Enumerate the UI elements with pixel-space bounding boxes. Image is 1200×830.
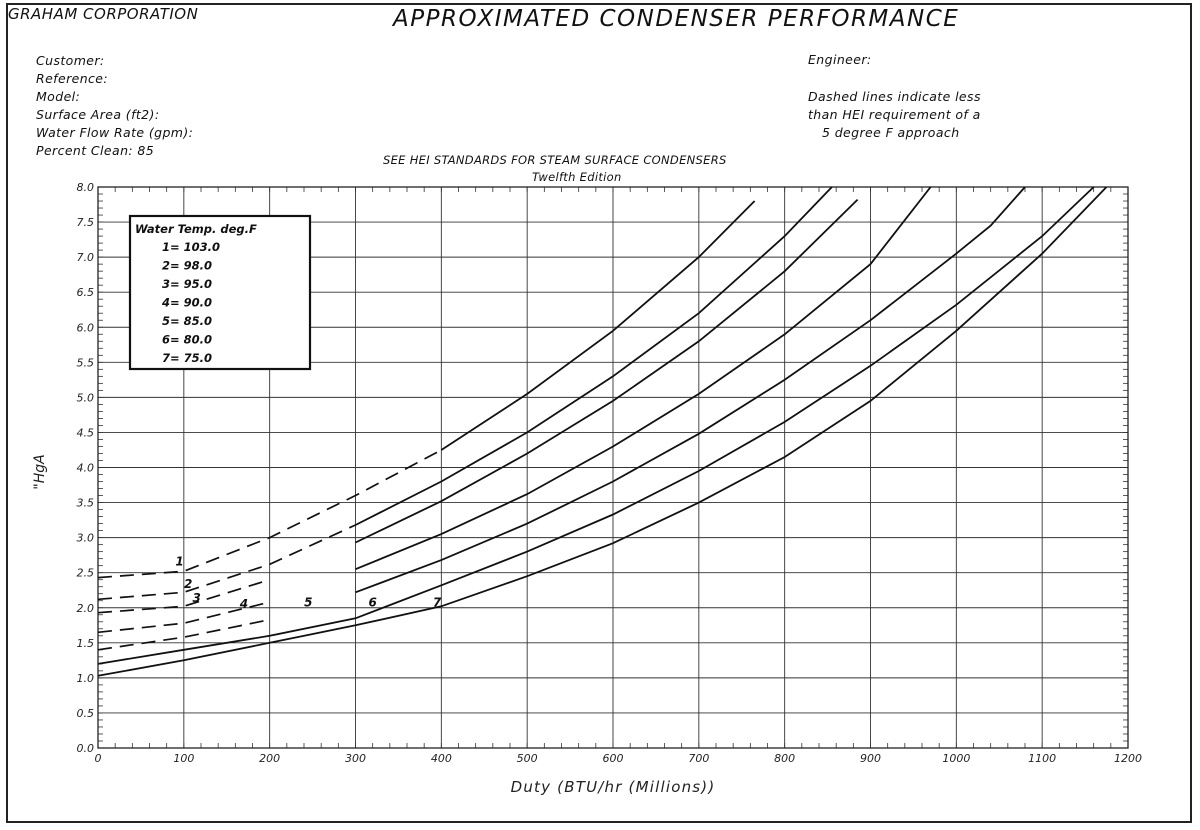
curve-label-3: 3	[193, 591, 201, 605]
series-1-dashed-line	[97, 449, 442, 579]
series-4-dashed-line	[97, 601, 270, 634]
y-tick-label: 1.5	[77, 637, 95, 650]
x-tick-label: 500	[517, 752, 538, 765]
series-1-line	[440, 200, 756, 451]
x-tick-label: 700	[688, 752, 709, 765]
curve-label-5: 5	[304, 595, 312, 609]
series-4-line	[355, 186, 932, 571]
reference-field: Reference:	[36, 71, 108, 86]
x-tick-label: 600	[603, 752, 624, 765]
y-tick-label: 2.5	[77, 567, 95, 580]
legend-entry: 3= 95.0	[162, 277, 212, 291]
x-tick-label: 1000	[942, 752, 970, 765]
hei-edition: Twelfth Edition	[532, 170, 622, 184]
customer-info-block: Customer: Reference: Model: Surface Area…	[36, 52, 193, 160]
legend-entry: 1= 103.0	[162, 240, 220, 254]
curve-label-4: 4	[239, 597, 248, 611]
curve-label-6: 6	[368, 595, 376, 609]
legend-entry: 7= 75.0	[162, 351, 212, 365]
surface-area-field: Surface Area (ft2):	[36, 107, 160, 122]
y-axis-label: "HgA	[32, 454, 48, 489]
customer-field: Customer:	[36, 53, 105, 68]
y-tick-label: 5.0	[77, 391, 95, 404]
model-field: Model:	[36, 89, 81, 104]
x-tick-label: 200	[259, 752, 280, 765]
legend-entry: 5= 85.0	[162, 314, 212, 328]
y-tick-label: 5.5	[77, 356, 95, 369]
x-tick-label: 0	[95, 752, 102, 765]
dashed-line-note: Dashed lines indicate less than HEI requ…	[808, 88, 981, 142]
curve-label-1: 1	[175, 555, 183, 569]
y-tick-label: 0.0	[77, 742, 95, 755]
y-tick-label: 4.5	[77, 426, 95, 439]
y-tick-label: 0.5	[77, 707, 95, 720]
series-3-dashed-line	[97, 578, 270, 614]
plot-area-border	[97, 186, 1129, 749]
note-line: than HEI requirement of a	[808, 107, 981, 122]
hei-reference: SEE HEI STANDARDS FOR STEAM SURFACE COND…	[383, 153, 727, 167]
y-tick-label: 2.0	[77, 602, 95, 615]
legend-entry: 6= 80.0	[162, 333, 212, 347]
curve-label-7: 7	[433, 595, 442, 609]
series-5-dashed-line	[97, 618, 270, 651]
engineer-field: Engineer:	[808, 52, 872, 67]
y-tick-label: 7.0	[77, 251, 95, 264]
y-tick-label: 8.0	[77, 181, 95, 194]
y-tick-label: 3.5	[77, 497, 95, 510]
series-2-dashed-line	[97, 524, 356, 601]
y-tick-label: 6.5	[77, 286, 95, 299]
x-tick-label: 300	[345, 752, 366, 765]
note-line: 5 degree F approach	[822, 125, 960, 140]
note-line: Dashed lines indicate less	[808, 89, 981, 104]
water-flow-rate-field: Water Flow Rate (gpm):	[36, 125, 194, 140]
y-tick-label: 3.0	[77, 532, 95, 545]
x-axis-label: Duty (BTU/hr (Millions))	[511, 778, 716, 796]
y-tick-label: 7.5	[77, 216, 95, 229]
legend-title: Water Temp. deg.F	[135, 222, 257, 236]
chart-frame	[6, 3, 1192, 823]
legend-box	[128, 214, 312, 371]
company-name: GRAHAM CORPORATION	[8, 5, 199, 23]
series-7-line	[97, 186, 1108, 677]
series-3-line	[355, 198, 859, 544]
x-tick-label: 1200	[1114, 752, 1142, 765]
x-tick-label: 900	[860, 752, 881, 765]
legend-entry: 2= 98.0	[162, 259, 212, 273]
legend-entry: 4= 90.0	[161, 296, 212, 310]
curve-label-2: 2	[184, 577, 192, 591]
series-6-line	[97, 186, 1095, 665]
chart-title: APPROXIMATED CONDENSER PERFORMANCE	[393, 6, 960, 32]
y-tick-label: 6.0	[77, 321, 95, 334]
x-tick-label: 400	[431, 752, 452, 765]
series-5-line	[355, 186, 1026, 594]
x-tick-label: 100	[173, 752, 194, 765]
series-2-line	[355, 186, 833, 526]
x-tick-label: 800	[774, 752, 795, 765]
percent-clean-field: Percent Clean: 85	[36, 143, 155, 158]
y-tick-label: 4.0	[77, 462, 95, 475]
y-tick-label: 1.0	[77, 672, 95, 685]
x-tick-label: 1100	[1028, 752, 1056, 765]
